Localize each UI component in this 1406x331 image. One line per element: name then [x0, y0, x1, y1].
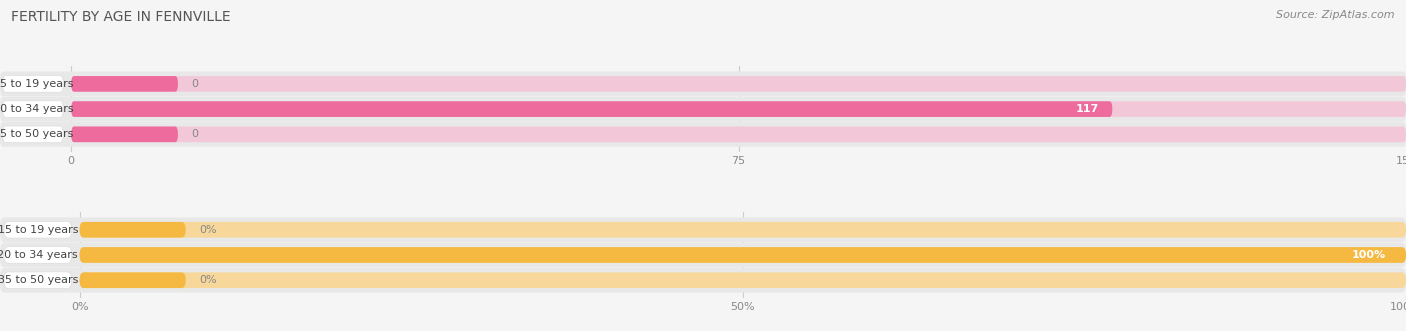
Text: 0%: 0% — [200, 225, 217, 235]
Text: 35 to 50 years: 35 to 50 years — [0, 275, 77, 285]
Text: 20 to 34 years: 20 to 34 years — [0, 104, 73, 114]
Text: 100%: 100% — [1353, 250, 1386, 260]
FancyBboxPatch shape — [80, 222, 186, 238]
FancyBboxPatch shape — [72, 76, 1406, 92]
FancyBboxPatch shape — [4, 247, 72, 263]
Text: 0: 0 — [191, 79, 198, 89]
FancyBboxPatch shape — [72, 101, 1112, 117]
FancyBboxPatch shape — [3, 126, 63, 143]
Text: 117: 117 — [1076, 104, 1099, 114]
Text: FERTILITY BY AGE IN FENNVILLE: FERTILITY BY AGE IN FENNVILLE — [11, 10, 231, 24]
Text: 0%: 0% — [200, 275, 217, 285]
Text: 15 to 19 years: 15 to 19 years — [0, 225, 79, 235]
Text: 15 to 19 years: 15 to 19 years — [0, 79, 73, 89]
FancyBboxPatch shape — [0, 71, 1406, 96]
FancyBboxPatch shape — [80, 272, 1406, 288]
FancyBboxPatch shape — [80, 247, 1406, 263]
FancyBboxPatch shape — [0, 217, 1406, 242]
FancyBboxPatch shape — [72, 101, 1406, 117]
FancyBboxPatch shape — [3, 101, 63, 118]
Text: Source: ZipAtlas.com: Source: ZipAtlas.com — [1277, 10, 1395, 20]
FancyBboxPatch shape — [80, 222, 1406, 238]
FancyBboxPatch shape — [3, 75, 63, 92]
FancyBboxPatch shape — [0, 97, 1406, 121]
FancyBboxPatch shape — [80, 272, 186, 288]
FancyBboxPatch shape — [72, 126, 1406, 142]
FancyBboxPatch shape — [4, 221, 72, 238]
FancyBboxPatch shape — [80, 247, 1406, 263]
FancyBboxPatch shape — [0, 243, 1406, 267]
Text: 0: 0 — [191, 129, 198, 139]
FancyBboxPatch shape — [0, 268, 1406, 293]
Text: 20 to 34 years: 20 to 34 years — [0, 250, 79, 260]
FancyBboxPatch shape — [0, 122, 1406, 147]
FancyBboxPatch shape — [4, 272, 72, 289]
FancyBboxPatch shape — [72, 76, 179, 92]
FancyBboxPatch shape — [72, 126, 179, 142]
Text: 35 to 50 years: 35 to 50 years — [0, 129, 73, 139]
